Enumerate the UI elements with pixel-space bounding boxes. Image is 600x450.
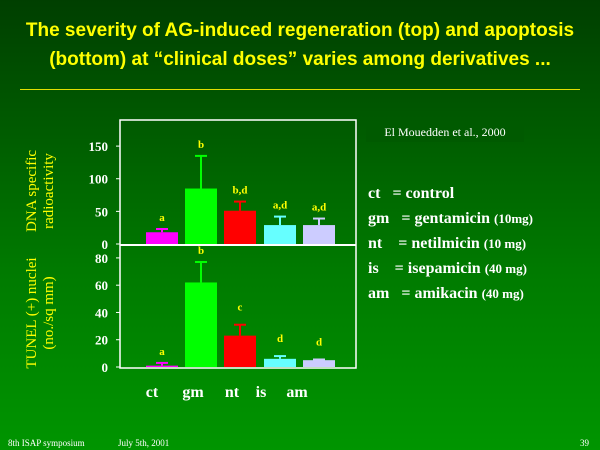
x-tick-label: am: [286, 384, 308, 401]
significance-label: a,d: [273, 200, 287, 212]
bar-nt: [224, 210, 256, 244]
y-tick-label: 60: [95, 278, 108, 293]
significance-label: b: [198, 245, 204, 257]
page-number: 39: [580, 438, 589, 448]
legend-abbr: nt: [368, 235, 383, 252]
bar-ct: [146, 365, 178, 367]
y-tick-label: 40: [95, 305, 108, 320]
legend-dose: (10mg): [494, 211, 533, 226]
bar-ct: [146, 232, 178, 244]
y-tick-label: 0: [102, 360, 109, 375]
y-tick-label: 80: [95, 251, 108, 266]
citation: El Mouedden et al., 2000: [366, 122, 524, 142]
legend-item-gm: gm = gentamicin (10mg): [368, 210, 533, 228]
legend-item-ct: ct = control: [368, 185, 458, 203]
legend-abbr: is: [368, 260, 379, 277]
legend-abbr: am: [368, 285, 390, 302]
legend-item-is: is = isepamicin (40 mg): [368, 260, 527, 278]
legend-dose: (40 mg): [484, 261, 527, 276]
significance-label: b: [198, 139, 204, 151]
y-tick-label: 50: [95, 204, 108, 219]
legend-dose: (40 mg): [481, 286, 524, 301]
title-divider: [20, 89, 580, 90]
significance-label: d: [277, 333, 283, 345]
legend-item-am: am = amikacin (40 mg): [368, 285, 524, 303]
significance-label: d: [316, 337, 322, 349]
y-tick-label: 100: [89, 172, 109, 187]
x-tick-label: gm: [182, 384, 204, 401]
legend-item-nt: nt = netilmicin (10 mg): [368, 235, 526, 253]
bar-is: [264, 225, 296, 244]
legend-name: = netilmicin: [394, 235, 480, 252]
bar-am: [303, 360, 335, 367]
footer-date: July 5th, 2001: [118, 438, 170, 448]
y-tick-label: 0: [102, 237, 109, 252]
legend-name: = control: [392, 185, 455, 202]
legend-name: = amikacin: [401, 285, 478, 302]
bar-gm: [185, 188, 217, 244]
legend-abbr: ct: [368, 185, 381, 202]
significance-label: a,d: [312, 202, 326, 214]
slide-title: The severity of AG-induced regeneration …: [25, 20, 575, 70]
bar-gm: [185, 282, 217, 367]
x-tick-label: nt: [225, 384, 240, 401]
legend-name: = isepamicin: [390, 260, 481, 277]
legend-name: = gentamicin: [401, 210, 490, 227]
bar-is: [264, 358, 296, 367]
significance-label: b,d: [233, 185, 248, 197]
legend-abbr: gm: [368, 210, 390, 227]
footer-event: 8th ISAP symposium: [8, 438, 85, 448]
legend-dose: (10 mg): [483, 236, 527, 251]
significance-label: a: [159, 346, 165, 358]
y-tick-label: 20: [95, 333, 108, 348]
significance-label: c: [238, 302, 243, 314]
x-tick-label: is: [256, 384, 267, 401]
significance-label: a: [159, 212, 165, 224]
x-tick-label: ct: [146, 384, 159, 401]
bar-nt: [224, 335, 256, 367]
y-tick-label: 150: [89, 139, 109, 154]
bar-am: [303, 225, 335, 244]
